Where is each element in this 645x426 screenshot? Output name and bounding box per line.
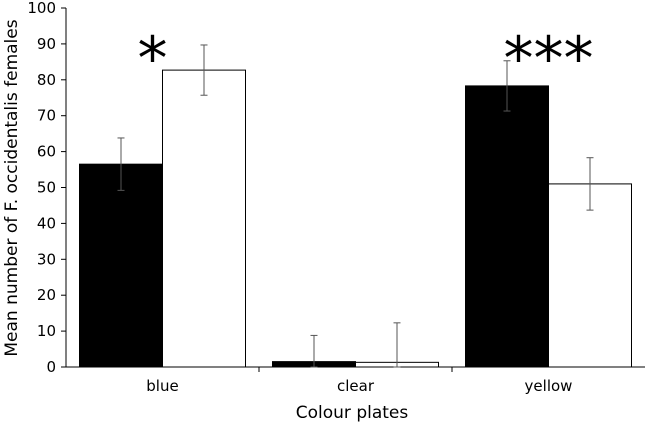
y-tick-label: 100 — [27, 0, 56, 17]
y-tick-label: 60 — [37, 143, 56, 161]
bars — [79, 69, 632, 368]
bar — [79, 163, 163, 368]
x-tick-label: clear — [337, 377, 375, 395]
y-tick-label: 40 — [37, 214, 56, 232]
y-tick-label: 30 — [37, 250, 56, 268]
significance-asterisk: * — [138, 24, 168, 94]
y-tick-label: 90 — [37, 35, 56, 53]
y-tick-label: 0 — [46, 358, 56, 376]
x-axis: blue clear yellow — [66, 366, 645, 395]
bar — [548, 183, 632, 368]
error-bars — [117, 44, 594, 368]
bar — [162, 69, 246, 368]
y-tick-label: 70 — [37, 107, 56, 125]
significance-asterisk: *** — [504, 24, 594, 94]
x-tick-label: blue — [146, 377, 178, 395]
x-tick-label: yellow — [525, 377, 573, 395]
y-ticks: 0 10 20 30 40 50 60 70 80 90 100 — [27, 0, 66, 376]
y-tick-label: 10 — [37, 322, 56, 340]
y-tick-label: 80 — [37, 71, 56, 89]
x-axis-title: Colour plates — [296, 403, 409, 423]
y-tick-label: 50 — [37, 179, 56, 197]
x-ticks: blue clear yellow — [146, 367, 572, 395]
y-tick-label: 20 — [37, 286, 56, 304]
significance-annotations: * *** — [138, 24, 594, 94]
y-axis: 0 10 20 30 40 50 60 70 80 90 100 — [27, 0, 67, 376]
y-axis-title: Mean number of F. occidentalis females — [2, 19, 22, 356]
bar — [465, 85, 549, 368]
